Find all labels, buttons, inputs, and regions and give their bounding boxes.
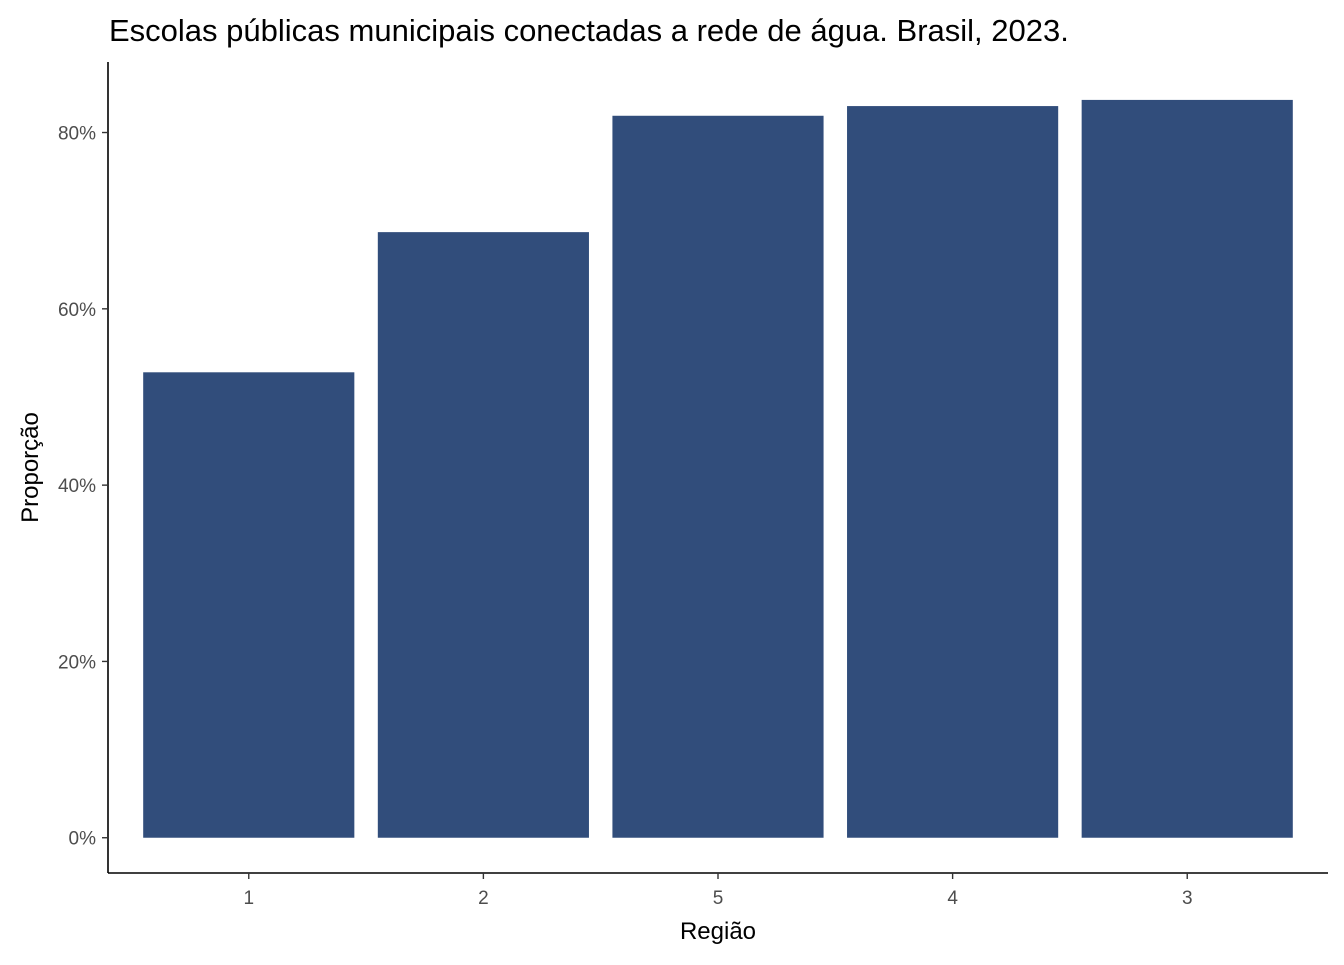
y-axis-title: Proporção xyxy=(17,412,44,523)
x-tick-label: 3 xyxy=(1182,888,1193,909)
bar-4 xyxy=(847,106,1059,838)
bars-group xyxy=(143,99,1293,838)
x-tick-label: 1 xyxy=(243,888,254,909)
y-tick-label: 0% xyxy=(69,829,97,850)
y-axis-ticks: 0% 20% 40% 60% 80% xyxy=(58,124,108,850)
bar-5 xyxy=(612,115,824,838)
x-tick-label: 2 xyxy=(478,888,489,909)
bar-1 xyxy=(143,372,355,838)
y-tick-label: 60% xyxy=(58,300,96,321)
y-tick-label: 20% xyxy=(58,652,96,673)
bar-2 xyxy=(377,232,589,838)
chart-title: Escolas públicas municipais conectadas a… xyxy=(109,13,1069,48)
x-axis-ticks: 1 2 5 4 3 xyxy=(243,873,1193,909)
y-tick-label: 40% xyxy=(58,476,96,497)
y-tick-label: 80% xyxy=(58,124,96,145)
x-tick-label: 4 xyxy=(947,888,958,909)
x-tick-label: 5 xyxy=(713,888,724,909)
x-axis-title: Região xyxy=(680,918,756,945)
bar-3 xyxy=(1081,99,1293,838)
